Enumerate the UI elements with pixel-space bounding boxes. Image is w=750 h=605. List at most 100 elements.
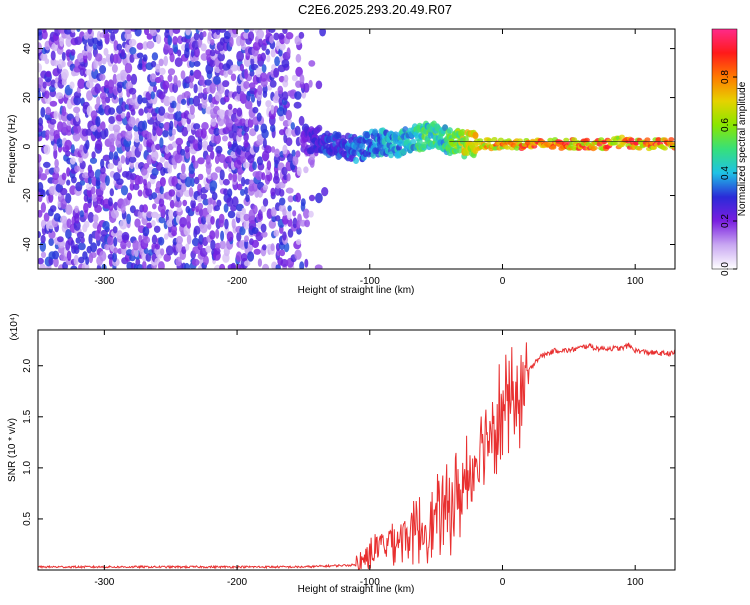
spectrogram-noise-cell	[296, 166, 302, 176]
spectrogram-noise-cell	[223, 95, 230, 103]
spectrogram-noise-cell	[215, 228, 220, 239]
spectrogram-noise-cell	[70, 144, 75, 154]
spectrogram-noise-cell	[116, 230, 123, 240]
spectrogram-noise-cell	[270, 104, 275, 115]
spectrogram-noise-cell	[151, 234, 158, 245]
spectrogram-noise-cell	[134, 29, 142, 37]
x-tick-label: 100	[627, 276, 644, 287]
spectrogram-noise-cell	[291, 149, 296, 157]
spectrogram-noise-cell	[293, 101, 302, 109]
spectrogram-noise-cell	[205, 154, 211, 165]
spectrogram-noise-cell	[112, 252, 117, 263]
spectrogram-noise-cell	[308, 210, 314, 218]
spectrogram-noise-cell	[165, 245, 174, 256]
spectrogram-noise-cell	[146, 211, 153, 219]
spectrogram-noise-cell	[77, 52, 85, 63]
spectrogram-noise-cell	[49, 118, 57, 125]
spectrogram-noise-cell	[43, 144, 51, 155]
spectrogram-noise-cell	[202, 198, 210, 206]
spectrogram-noise-cell	[304, 258, 309, 268]
spectrogram-noise-cell	[292, 155, 299, 166]
spectrogram-noise-cell	[201, 101, 208, 109]
spectrogram-noise-cell	[243, 29, 250, 33]
spectrogram-noise-cell	[230, 73, 237, 82]
spectrogram-noise-cell	[120, 155, 126, 164]
spectrogram-noise-cell	[44, 168, 50, 175]
spectrogram-noise-cell	[175, 137, 184, 146]
spectrogram-noise-cell	[53, 110, 59, 120]
spectrogram-noise-cell	[38, 117, 43, 127]
spectrogram-noise-cell	[153, 225, 161, 233]
spectrogram-noise-cell	[236, 50, 245, 62]
spectrogram-noise-cell	[61, 172, 67, 181]
spectrogram-noise-cell	[295, 239, 302, 245]
spectrogram-noise-cell	[308, 194, 316, 202]
spectrogram-noise-cell	[155, 34, 162, 44]
spectrogram-noise-cell	[230, 262, 237, 269]
spectrogram-noise-cell	[292, 217, 298, 229]
spectrogram-noise-cell	[262, 137, 267, 149]
spectrogram-noise-cell	[158, 261, 165, 269]
spectrogram-noise-cell	[108, 107, 116, 115]
spectrogram-noise-cell	[150, 60, 157, 68]
spectrogram-noise-cell	[159, 67, 166, 75]
spectrogram-noise-cell	[173, 75, 178, 86]
spectrogram-noise-cell	[65, 150, 71, 157]
spectrogram-noise-cell	[74, 205, 79, 213]
spectrogram-noise-cell	[236, 83, 242, 95]
spectrogram-noise-cell	[249, 128, 257, 137]
spectrogram-noise-cell	[172, 128, 176, 136]
spectrogram-noise-cell	[197, 202, 204, 210]
spectrogram-noise-cell	[158, 198, 165, 207]
spectrogram-noise-cell	[279, 249, 286, 257]
spectrogram-signal-cell	[459, 128, 466, 136]
spectrogram-noise-cell	[49, 100, 58, 107]
spectrogram-noise-cell	[181, 246, 187, 255]
spectrogram-noise-cell	[151, 167, 159, 176]
x-tick-label: -100	[360, 276, 380, 287]
spectrogram-noise-cell	[193, 83, 198, 94]
spectrogram-noise-cell	[65, 229, 72, 239]
spectrogram-noise-cell	[262, 184, 269, 191]
spectrogram-noise-cell	[54, 82, 59, 89]
spectrogram-noise-cell	[205, 245, 212, 253]
spectrogram-noise-cell	[282, 29, 288, 34]
spectrogram-noise-cell	[223, 30, 232, 40]
spectrogram-noise-cell	[199, 208, 204, 218]
spectrogram-noise-cell	[100, 181, 106, 191]
spectrogram-noise-cell	[137, 94, 143, 105]
spectrogram-noise-cell	[241, 176, 246, 187]
spectrogram-noise-cell	[125, 81, 134, 90]
spectrogram-noise-cell	[40, 107, 46, 118]
spectrogram-noise-cell	[181, 98, 187, 105]
spectrogram-noise-cell	[217, 83, 225, 95]
spectrogram-noise-cell	[65, 204, 73, 215]
spectrogram-noise-cell	[261, 231, 268, 238]
spectrogram-noise-cell	[218, 29, 227, 33]
spectrogram-noise-cell	[204, 79, 213, 86]
x-tick-label: -200	[227, 577, 247, 588]
spectrogram-noise-cell	[274, 56, 280, 67]
spectrogram-noise-cell	[158, 58, 164, 67]
spectrogram-noise-cell	[163, 55, 168, 67]
spectrogram-noise-cell	[256, 29, 265, 40]
spectrogram-noise-cell	[198, 85, 203, 94]
spectrogram-noise-cell	[152, 203, 157, 210]
spectrogram-noise-cell	[257, 209, 263, 221]
y-tick-label: 40	[22, 43, 33, 55]
spectrogram-noise-cell	[200, 128, 207, 139]
spectrogram-noise-cell	[241, 252, 248, 262]
spectrogram-noise-cell	[249, 29, 255, 32]
spectrogram-noise-cell	[249, 70, 255, 77]
spectrogram-noise-cell	[227, 210, 236, 219]
spectrogram-noise-cell	[285, 32, 294, 40]
spectrogram-noise-cell	[52, 250, 60, 260]
spectrogram-noise-cell	[142, 120, 148, 131]
spectrogram-noise-cell	[260, 223, 267, 233]
spectrogram-noise-cell	[303, 166, 309, 174]
spectrogram-noise-cell	[285, 128, 292, 137]
spectrogram-noise-cell	[110, 31, 116, 42]
spectrogram-signal-cell	[442, 124, 449, 132]
spectrogram-noise-cell	[215, 145, 223, 154]
spectrogram-noise-cell	[298, 115, 305, 126]
